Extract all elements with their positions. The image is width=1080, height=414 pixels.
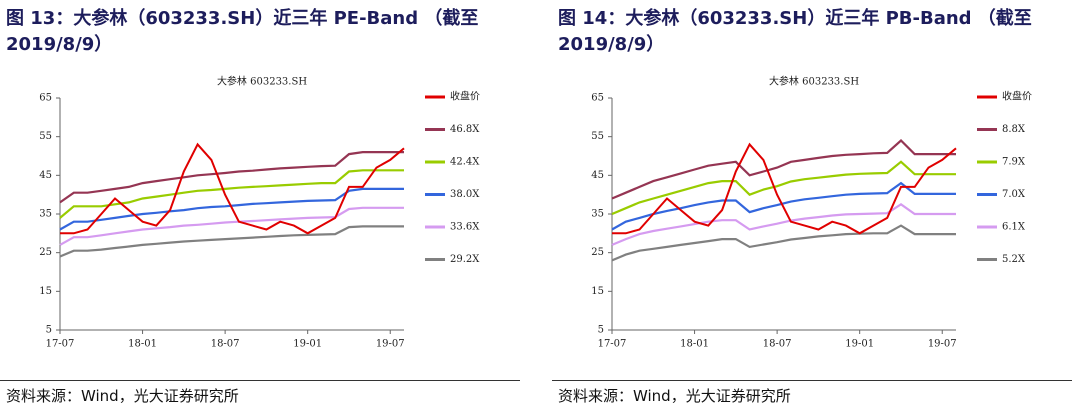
series-line xyxy=(611,138,956,200)
y-tick-label: 55 xyxy=(39,131,52,142)
legend-label: 46.8X xyxy=(450,124,480,135)
x-tick-label: 17-07 xyxy=(598,339,627,350)
series-line xyxy=(59,225,404,258)
x-tick-label: 19-07 xyxy=(928,339,957,350)
series-line xyxy=(59,151,404,204)
series-line xyxy=(611,224,956,262)
legend-label: 6.1X xyxy=(1002,222,1026,233)
x-tick-label: 18-01 xyxy=(680,339,709,350)
figure-title: 图 14：大参林（603233.SH）近三年 PB-Band （截至 2019/… xyxy=(558,8,1032,55)
series-line xyxy=(611,181,956,231)
chart: 大参林 603233.SH 5 15 25 35 45 55 65 17-07 18-01 18-0… xyxy=(591,75,1032,350)
chart: 大参林 603233.SH 5 15 25 35 45 55 65 17-07 18-01 18-0… xyxy=(39,75,480,350)
legend-label: 5.2X xyxy=(1002,254,1026,265)
panel: 图 14：大参林（603233.SH）近三年 PB-Band （截至 2019/… xyxy=(552,0,1077,414)
x-tick-label: 18-07 xyxy=(211,339,240,350)
x-tick-label: 18-01 xyxy=(128,339,157,350)
y-tick-label: 5 xyxy=(598,325,604,336)
y-tick-label: 45 xyxy=(591,170,604,181)
series-line xyxy=(60,142,405,235)
y-tick-label: 35 xyxy=(591,209,604,220)
figure-title: 图 13：大参林（603233.SH）近三年 PE-Band （截至 2019/… xyxy=(6,8,479,55)
y-tick-label: 15 xyxy=(39,286,52,297)
y-tick-label: 25 xyxy=(39,247,52,258)
chart-subtitle: 大参林 603233.SH xyxy=(769,75,859,88)
chart-subtitle: 大参林 603233.SH xyxy=(217,75,307,88)
legend-label: 收盘价 xyxy=(1002,90,1032,103)
y-tick-label: 25 xyxy=(591,247,604,258)
series-line xyxy=(59,206,404,246)
x-tick-label: 19-01 xyxy=(293,339,322,350)
y-tick-label: 65 xyxy=(39,93,52,104)
rule xyxy=(552,380,1072,381)
legend-label: 42.4X xyxy=(450,157,480,168)
y-tick-label: 55 xyxy=(591,131,604,142)
series-line xyxy=(59,169,404,219)
y-tick-label: 35 xyxy=(39,209,52,220)
x-tick-label: 19-07 xyxy=(376,339,405,350)
rule xyxy=(0,380,520,381)
y-tick-label: 15 xyxy=(591,286,604,297)
y-tick-label: 65 xyxy=(591,93,604,104)
series-line xyxy=(612,142,957,235)
legend-label: 38.0X xyxy=(450,189,480,200)
legend-label: 收盘价 xyxy=(450,90,480,103)
x-tick-label: 17-07 xyxy=(46,339,75,350)
x-tick-label: 18-07 xyxy=(763,339,792,350)
legend-label: 7.0X xyxy=(1002,189,1026,200)
legend-label: 29.2X xyxy=(450,254,480,265)
y-tick-label: 5 xyxy=(46,325,52,336)
series-line xyxy=(611,160,956,216)
legend-label: 7.9X xyxy=(1002,157,1026,168)
panel: 图 13：大参林（603233.SH）近三年 PE-Band （截至 2019/… xyxy=(0,0,525,414)
x-tick-label: 19-01 xyxy=(845,339,874,350)
y-tick-label: 45 xyxy=(39,170,52,181)
series-line xyxy=(611,202,956,246)
legend-label: 8.8X xyxy=(1002,124,1026,135)
legend-label: 33.6X xyxy=(450,222,480,233)
source: 资料来源：Wind，光大证券研究所 xyxy=(6,387,239,405)
source: 资料来源：Wind，光大证券研究所 xyxy=(558,387,791,405)
